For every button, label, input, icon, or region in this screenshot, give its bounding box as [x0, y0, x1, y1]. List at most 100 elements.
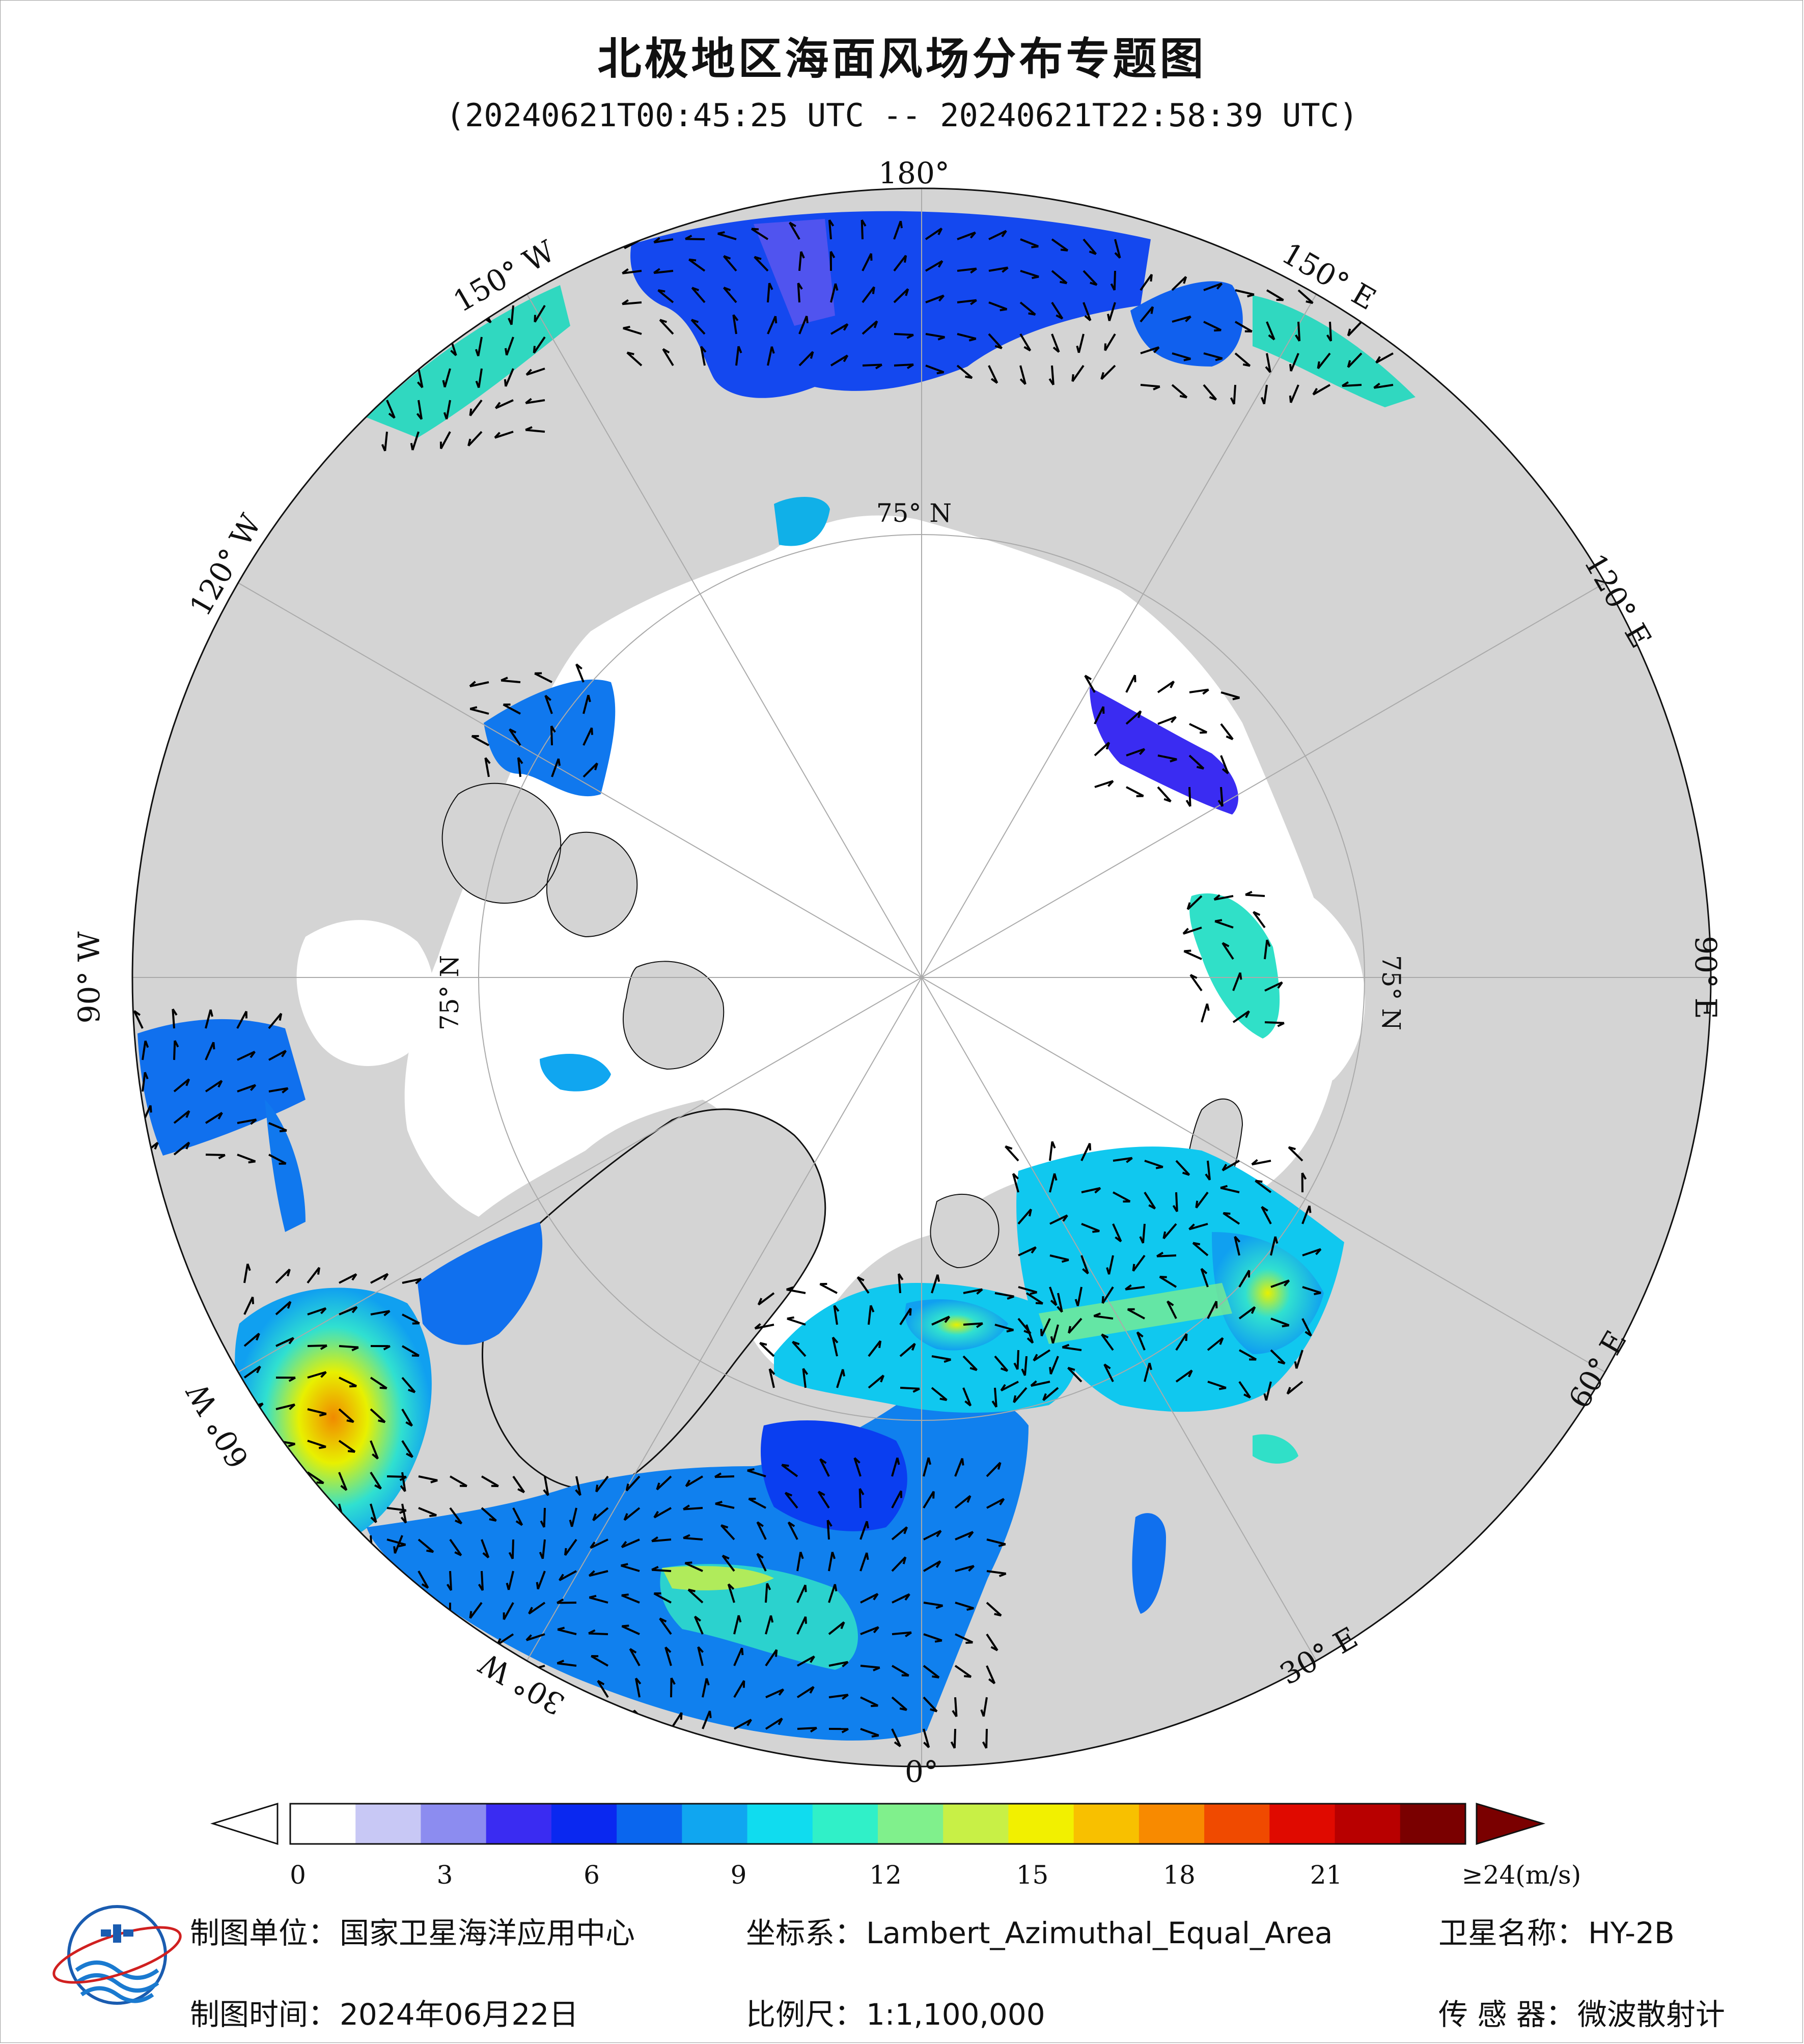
- wind-arrow: [1234, 1236, 1240, 1256]
- wind-arrow-head: [455, 317, 462, 322]
- wind-arrow: [1068, 1318, 1083, 1334]
- wind-arrow: [1112, 1223, 1122, 1242]
- wind-arrow: [784, 1492, 798, 1509]
- wind-arrow-head: [1315, 1248, 1322, 1255]
- wind-arrow: [957, 299, 977, 303]
- wind-arrow: [893, 220, 902, 240]
- wind-arrow: [634, 1678, 641, 1698]
- wind-arrow-head: [540, 1520, 545, 1528]
- wind-arrow-head: [515, 1520, 523, 1526]
- wind-arrow-head: [1023, 346, 1031, 352]
- wind-arrow-head: [787, 1316, 794, 1320]
- wind-arrow: [653, 1592, 672, 1604]
- wind-arrow: [1081, 1223, 1100, 1232]
- wind-arrow: [411, 431, 420, 451]
- wind-arrow: [1083, 302, 1092, 321]
- wind-arrow-head: [288, 1377, 296, 1382]
- wind-arrow: [370, 1273, 388, 1284]
- wind-arrow-head: [970, 299, 977, 305]
- wind-arrow-head: [1068, 1326, 1071, 1334]
- wind-field-baltic: [1132, 1513, 1166, 1614]
- wind-arrow-head: [653, 1510, 659, 1518]
- wind-arrow-head: [320, 1307, 327, 1314]
- wind-arrow: [891, 1696, 908, 1711]
- wind-arrow: [1374, 384, 1394, 389]
- wind-arrow: [1188, 754, 1205, 770]
- wind-arrow-head: [399, 1476, 407, 1481]
- wind-arrow-head: [557, 1660, 565, 1664]
- wind-arrow-head: [782, 1464, 789, 1467]
- wind-arrow: [931, 1274, 939, 1294]
- colorbar-cell: [682, 1804, 748, 1844]
- wind-arrow: [1329, 321, 1332, 342]
- wind-arrow-head: [988, 1678, 995, 1685]
- wind-arrow: [449, 1507, 463, 1524]
- wind-arrow: [721, 1555, 735, 1572]
- wind-arrow-head: [685, 1479, 691, 1487]
- wind-arrow: [1234, 321, 1253, 332]
- wind-arrow-head: [185, 1110, 190, 1118]
- wind-arrow-head: [1061, 1258, 1069, 1263]
- wind-arrow: [1175, 1333, 1188, 1351]
- wind-arrow: [892, 1631, 912, 1635]
- colorbar-tick-label: 15: [1016, 1860, 1049, 1890]
- colorbar-tick-label: 18: [1163, 1860, 1196, 1890]
- wind-arrow: [1264, 1021, 1285, 1024]
- wind-arrow: [133, 1010, 144, 1029]
- wind-arrow-head: [317, 1267, 321, 1275]
- wind-arrow: [723, 255, 737, 272]
- wind-arrow: [986, 1538, 1006, 1546]
- wind-arrow: [1317, 352, 1331, 370]
- wind-arrow: [1232, 1010, 1250, 1023]
- wind-arrow-head: [700, 346, 707, 353]
- wind-arrow-head: [557, 1627, 565, 1631]
- wind-arrow: [860, 1728, 879, 1737]
- wind-arrow-head: [1031, 245, 1039, 248]
- wind-arrow-head: [185, 1142, 190, 1150]
- wind-arrow: [1080, 1255, 1089, 1274]
- wind-arrow: [1171, 384, 1188, 399]
- wind-arrow-head: [1195, 1200, 1199, 1208]
- wind-arrow-head: [683, 1534, 690, 1539]
- wind-arrow-head: [1107, 780, 1114, 787]
- wind-arrow: [588, 1632, 608, 1635]
- canadian-archipelago: [441, 782, 725, 1070]
- wind-arrow-head: [873, 1666, 880, 1672]
- wind-arrow: [659, 1617, 672, 1635]
- wind-arrow-head: [1060, 248, 1068, 251]
- wind-arrow: [923, 1696, 938, 1713]
- wind-arrow: [830, 354, 848, 367]
- colorbar-cell: [617, 1804, 683, 1844]
- wind-arrow-head: [1029, 1209, 1032, 1217]
- wind-arrow-head: [664, 1646, 672, 1653]
- wind-arrow-head: [1105, 742, 1111, 750]
- wind-arrow-head: [319, 1413, 327, 1417]
- wind-arrow: [589, 1597, 608, 1604]
- satellite-label: 卫星名称：: [1438, 1916, 1587, 1950]
- wind-arrow-head: [770, 346, 775, 354]
- wind-arrow: [754, 256, 769, 272]
- wind-arrow-head: [658, 289, 665, 293]
- wind-arrow: [1189, 723, 1208, 734]
- wind-arrow: [1049, 1141, 1053, 1161]
- wind-arrow-head: [1060, 281, 1067, 285]
- wind-arrow: [853, 1458, 862, 1477]
- wind-arrow-head: [1186, 902, 1191, 910]
- wind-arrow: [1302, 1248, 1321, 1256]
- wind-arrow: [931, 1355, 951, 1361]
- wind-field-kamchatka: [1253, 295, 1416, 407]
- wind-arrow-head: [256, 1333, 260, 1341]
- wind-arrow-head: [1215, 1301, 1218, 1309]
- wind-arrow: [955, 1531, 974, 1541]
- wind-arrow-head: [629, 1648, 637, 1654]
- wind-arrow-head: [587, 694, 591, 703]
- wind-arrow-head: [905, 288, 909, 296]
- wind-arrow-head: [1226, 735, 1233, 740]
- wind-arrow-head: [1201, 1268, 1208, 1274]
- wind-arrow: [494, 1696, 514, 1701]
- wind-arrow: [868, 1375, 884, 1389]
- wind-arrow: [702, 1710, 711, 1729]
- wind-arrow: [1207, 1381, 1227, 1389]
- wind-arrow: [478, 368, 483, 388]
- wind-field-hudson: [137, 1019, 306, 1156]
